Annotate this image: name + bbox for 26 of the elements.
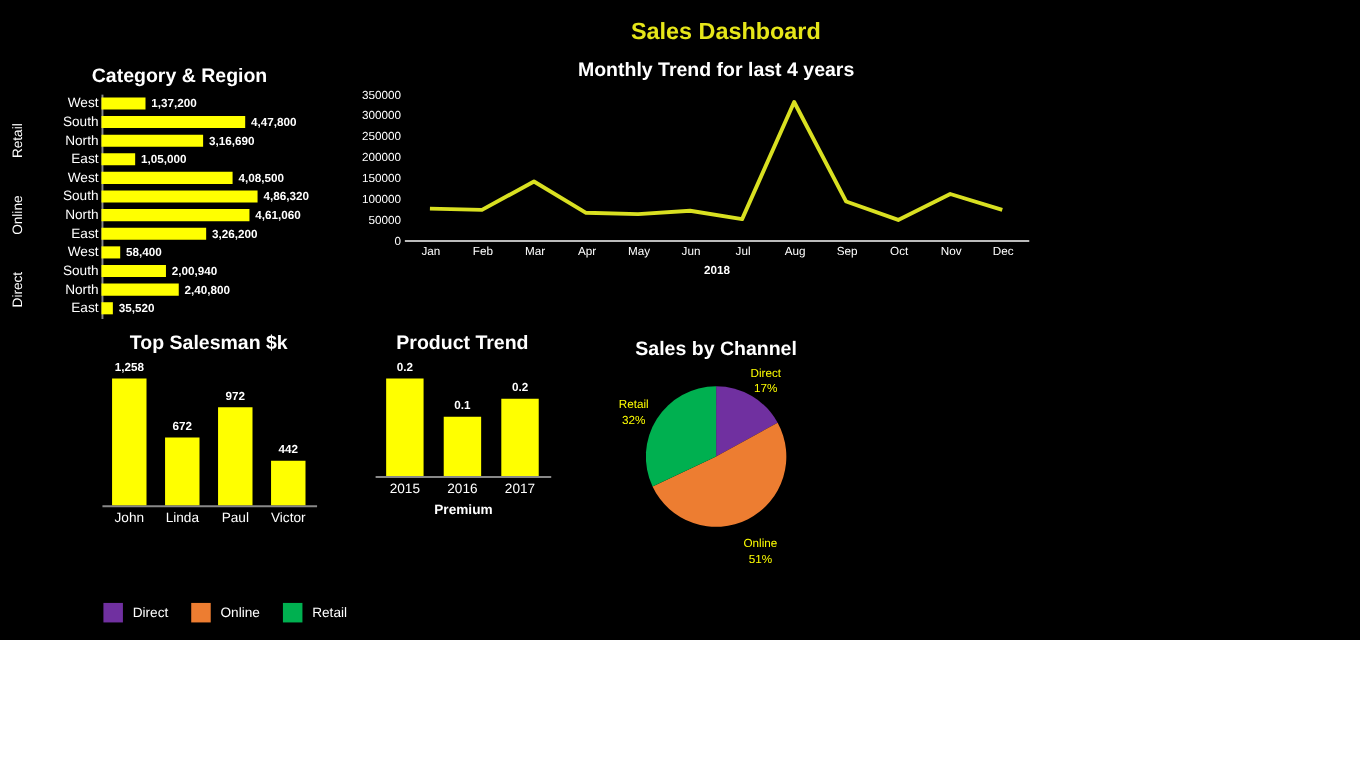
bar xyxy=(101,134,204,147)
bar xyxy=(112,378,147,506)
line-series xyxy=(427,100,1005,222)
bar xyxy=(101,246,121,259)
pie-slice xyxy=(716,386,778,457)
bar xyxy=(101,283,179,296)
chart-title: Sales by Channel xyxy=(635,339,798,362)
bar xyxy=(101,227,207,240)
chart-title: Top Salesman $k xyxy=(129,333,289,356)
chart-title: Monthly Trend for last 4 years xyxy=(577,60,856,83)
bar xyxy=(101,153,136,166)
bar xyxy=(165,437,200,506)
bar xyxy=(101,302,113,315)
bar xyxy=(271,460,306,506)
bar xyxy=(101,209,250,222)
bar xyxy=(101,97,146,110)
pie-slice xyxy=(645,386,717,487)
bar xyxy=(101,116,246,129)
chart-title: Category & Region xyxy=(91,65,268,88)
pie-slice xyxy=(652,422,787,527)
chart-title: Product Trend xyxy=(396,333,529,356)
bar xyxy=(101,264,166,278)
bar xyxy=(101,171,233,184)
bar xyxy=(101,190,258,203)
bar xyxy=(218,407,253,506)
text: Sales Dashboard xyxy=(631,19,821,46)
